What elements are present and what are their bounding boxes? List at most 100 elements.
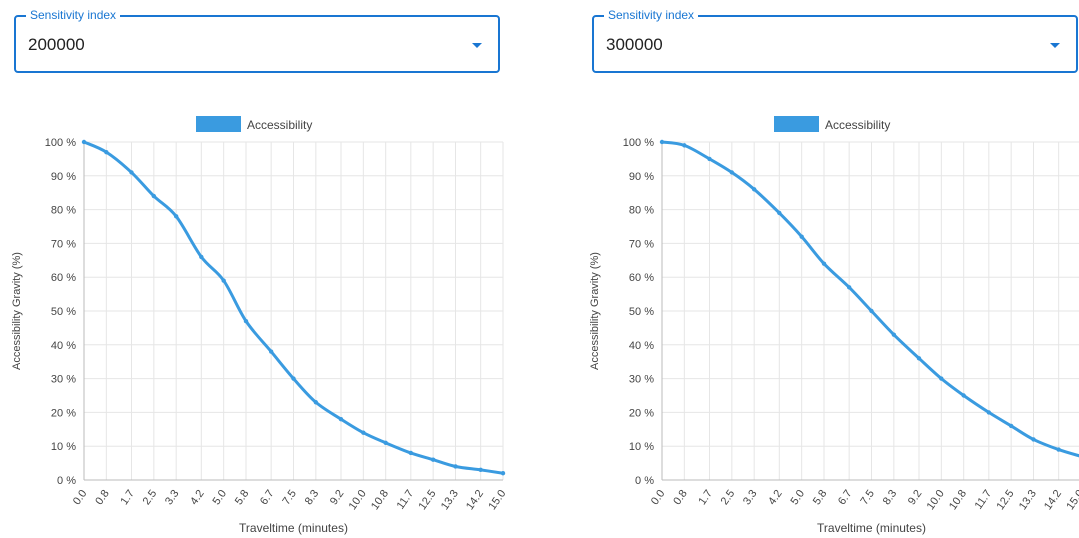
- data-point: [173, 214, 179, 219]
- dropdown-arrow-icon[interactable]: [472, 43, 482, 48]
- x-axis-label: Traveltime (minutes): [239, 521, 348, 535]
- accessibility-chart: Accessibility 0 % 10 % 20 % 30 % 40 % 50 % 60 %…: [11, 116, 508, 535]
- legend-swatch: [774, 116, 819, 132]
- data-point: [338, 416, 344, 422]
- data-point: [961, 393, 966, 398]
- accessibility-chart: Accessibility 0 % 10 % 20 % 30 % 40 % 50 % 60 %…: [589, 116, 1079, 535]
- x-tick-label: 6.7: [836, 488, 855, 507]
- x-tick-label: 2.5: [719, 488, 738, 507]
- data-point: [1031, 437, 1036, 442]
- x-tick-label: 0.0: [649, 488, 668, 507]
- x-tick-label: 9.2: [906, 488, 925, 507]
- x-tick-label: 14.2: [1042, 488, 1064, 512]
- x-tick-label: 5.0: [789, 488, 808, 507]
- x-tick-label: 8.3: [303, 488, 322, 507]
- x-tick-label: 12.5: [417, 488, 439, 512]
- data-point: [383, 440, 388, 446]
- x-tick-label: 11.7: [395, 488, 417, 512]
- data-point: [221, 278, 226, 283]
- chart-legend: Accessibility: [196, 116, 312, 132]
- data-point: [729, 170, 735, 175]
- x-tick-label: 0.0: [71, 488, 90, 507]
- dropdown-arrow-icon[interactable]: [1050, 43, 1060, 48]
- sensitivity-index-value: 200000: [28, 35, 85, 54]
- x-tick-label: 14.2: [464, 488, 486, 512]
- x-tick-label: 5.8: [811, 488, 830, 507]
- sensitivity-index-label: Sensitivity index: [26, 7, 121, 23]
- y-tick-label: 80 %: [51, 205, 76, 217]
- sensitivity-panel-300000: Sensitivity index 300000 Accessibility 0 …: [578, 0, 1079, 538]
- data-point: [104, 149, 109, 155]
- legend-swatch: [196, 116, 241, 132]
- y-tick-label: 0 %: [635, 475, 654, 487]
- x-tick-label: 3.3: [741, 488, 760, 507]
- data-point: [151, 193, 157, 199]
- x-tick-label: 5.0: [211, 488, 230, 507]
- x-tick-label: 6.7: [258, 488, 277, 507]
- sensitivity-index-select[interactable]: Sensitivity index 200000: [14, 7, 500, 73]
- x-tick-label: 10.0: [925, 488, 947, 512]
- y-tick-label: 30 %: [51, 374, 76, 386]
- chart-legend: Accessibility: [774, 116, 890, 132]
- y-tick-label: 20 %: [51, 407, 76, 419]
- x-tick-label: 3.3: [163, 488, 182, 507]
- y-tick-label: 50 %: [629, 306, 654, 318]
- data-point: [846, 285, 852, 290]
- accessibility-series-line: [661, 140, 1079, 458]
- y-tick-label: 100 %: [623, 137, 654, 149]
- y-tick-label: 60 %: [51, 272, 76, 284]
- data-point: [891, 332, 897, 337]
- y-tick-label: 10 %: [629, 441, 654, 453]
- sensitivity-panel-200000: Sensitivity index 200000 Accessibility 0 …: [0, 0, 520, 538]
- data-point: [869, 308, 874, 314]
- legend-label: Accessibility: [825, 118, 890, 132]
- data-point: [682, 143, 687, 148]
- data-point: [243, 318, 249, 324]
- y-tick-label: 100 %: [45, 137, 76, 149]
- y-axis-label: Accessibility Gravity (%): [11, 252, 23, 370]
- x-tick-label: 13.3: [439, 488, 461, 512]
- x-tick-label: 10.8: [369, 488, 391, 512]
- data-point: [268, 349, 274, 354]
- data-point: [129, 170, 134, 175]
- x-tick-label: 10.8: [947, 488, 969, 512]
- data-point: [500, 471, 506, 476]
- x-tick-label: 0.8: [671, 488, 690, 507]
- x-tick-label: 4.2: [766, 488, 785, 507]
- data-point: [777, 210, 782, 216]
- x-tick-label: 11.7: [973, 488, 995, 512]
- data-point: [313, 400, 319, 405]
- data-point: [199, 254, 204, 260]
- data-point: [408, 450, 414, 456]
- x-tick-label: 13.3: [1017, 488, 1039, 512]
- x-tick-label: 5.8: [233, 488, 252, 507]
- x-tick-label: 7.5: [280, 488, 299, 507]
- data-point: [799, 234, 804, 239]
- x-tick-label: 15.0: [1064, 488, 1079, 512]
- data-point: [707, 156, 712, 162]
- data-point: [916, 356, 922, 361]
- x-tick-label: 12.5: [995, 488, 1017, 512]
- data-point: [821, 261, 827, 266]
- sensitivity-index-value: 300000: [606, 35, 663, 54]
- x-tick-label: 4.2: [188, 488, 207, 507]
- y-tick-label: 30 %: [629, 374, 654, 386]
- y-tick-label: 60 %: [629, 272, 654, 284]
- legend-label: Accessibility: [247, 118, 312, 132]
- data-point: [986, 410, 992, 415]
- data-point: [361, 430, 366, 435]
- data-point: [1056, 447, 1061, 452]
- y-tick-label: 10 %: [51, 441, 76, 453]
- x-tick-label: 15.0: [486, 488, 508, 512]
- data-point: [478, 467, 483, 473]
- data-point: [659, 139, 665, 145]
- sensitivity-index-select[interactable]: Sensitivity index 300000: [592, 7, 1078, 73]
- x-tick-label: 9.2: [328, 488, 347, 507]
- y-tick-label: 90 %: [51, 171, 76, 183]
- y-tick-label: 40 %: [51, 340, 76, 352]
- y-axis-label: Accessibility Gravity (%): [589, 252, 601, 370]
- y-tick-label: 20 %: [629, 407, 654, 419]
- y-tick-label: 70 %: [51, 238, 76, 250]
- data-point: [751, 187, 757, 192]
- x-tick-label: 2.5: [141, 488, 160, 507]
